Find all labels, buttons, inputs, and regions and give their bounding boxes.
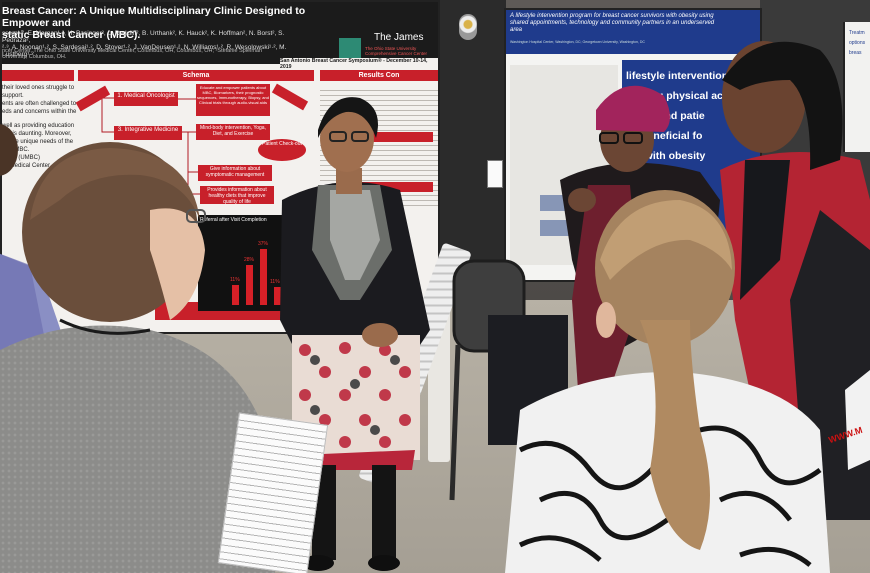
symposium-line: San Antonio Breast Cancer Symposium® - D… [280, 58, 438, 70]
poster-right-line: options [849, 40, 866, 46]
chart-title: Referral after Visit Completion [200, 217, 267, 223]
poster-title: Breast Cancer: A Unique Multidisciplinar… [2, 5, 332, 41]
brand-subtitle: The Ohio State University Comprehensive … [365, 46, 428, 56]
schema-box-symptom: Give information about symptomatic manag… [198, 165, 272, 181]
chart-label-4: 11% [270, 279, 280, 285]
intro-line: ity Medical Center [2, 163, 51, 169]
schema-box-educate: Educate and empower patients about MBC, … [196, 84, 270, 116]
brand-name: The James [374, 32, 424, 43]
poster-title-line-1: Breast Cancer: A Unique Multidisciplinar… [2, 5, 306, 29]
intro-line: eds and concerns within the [2, 109, 77, 115]
highlight-line: lifestyle intervention [626, 70, 729, 82]
osu-logo-icon [339, 38, 361, 60]
authors-line-2: ²·³, A. Noonan¹·², S. Sardesai¹·², D. St… [2, 44, 287, 58]
intro-line: ed the unique needs of the [2, 139, 74, 145]
authors-line-1: ssem¹·², E. Morgan¹·², H. Basinger², L. … [2, 30, 285, 44]
intro-line: their loved ones struggle to [2, 85, 75, 91]
schema-box-stress: Provides information about healthy diets… [200, 186, 274, 205]
poster-title-line-2: static Breast Cancer (MBC). [2, 29, 141, 41]
chart-label-3: 37% [258, 241, 269, 247]
section-bar-schema: Schema [78, 70, 314, 81]
section-bar-results: Results Con [320, 70, 438, 81]
results-subheader-bar [347, 132, 433, 142]
poster-header: A lifestyle intervention program for bre… [506, 10, 760, 54]
institution-line-2: University, Columbus, OH. [2, 54, 67, 60]
chart-bar-3 [260, 249, 267, 305]
chart-label-1: 11% [230, 277, 240, 283]
intro-line: lay, is daunting. Moreover, [2, 131, 72, 137]
intro-line: Clinic (UMBC) [2, 155, 40, 161]
poster-affiliation: Washington Hospital Center, Washington, … [510, 40, 645, 44]
qr-sticker-icon [487, 160, 503, 188]
poster-right-line: breas [849, 50, 862, 56]
schema-box-oncologist: 1. Medical Oncologist [114, 92, 178, 106]
poster-right-edge: Treatm options breas [843, 22, 870, 152]
poster-authors: ssem¹·², E. Morgan¹·², H. Basinger², L. … [2, 30, 302, 58]
chart-label-2: 28% [244, 257, 255, 263]
institution-line-1: ncer Center, The Ohio State University M… [2, 48, 263, 54]
intro-line: support. [2, 93, 24, 99]
chart-bar-4 [274, 287, 281, 305]
schema-box-checkout: Patient Check-out [258, 139, 306, 161]
poster-institution: ncer Center, The Ohio State University M… [2, 48, 292, 60]
results-subheader-bar [347, 182, 433, 192]
schema-box-mind-body: Mind-body intervention, Yoga, Diet, and … [196, 124, 270, 140]
intro-line: well as providing education [2, 123, 75, 129]
section-bar-intro [2, 70, 74, 81]
intro-line: ents are often challenged to [2, 101, 77, 107]
chart-bar-1 [232, 285, 239, 305]
poster-header: Breast Cancer: A Unique Multidisciplinar… [2, 2, 438, 64]
chart-bar-2 [246, 265, 253, 305]
round-badge-icon [459, 14, 477, 40]
poster-title: A lifestyle intervention program for bre… [510, 13, 715, 33]
schema-box-integrative: 3. Integrative Medicine [114, 126, 182, 140]
referral-bar-chart: Referral after Visit Completion 11% 28% … [198, 215, 282, 311]
poster-right-line: Treatm [849, 30, 865, 36]
